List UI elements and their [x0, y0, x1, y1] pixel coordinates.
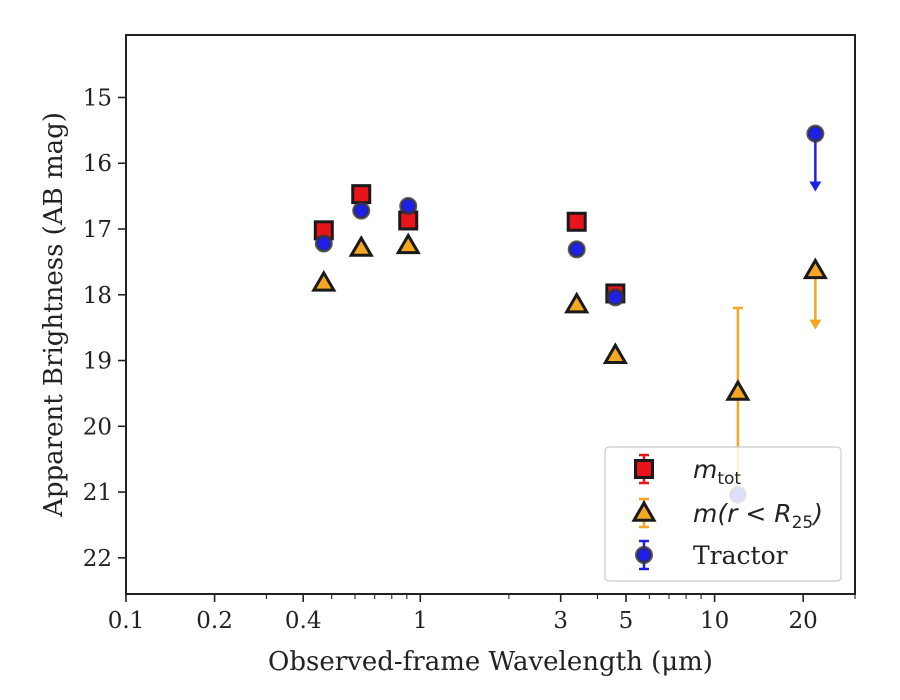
x-tick-label: 0.4 — [285, 608, 322, 634]
x-tick-label: 5 — [619, 608, 634, 634]
triangle-marker — [802, 257, 828, 280]
triangle-marker — [725, 379, 751, 401]
x-tick-label: 20 — [789, 608, 818, 634]
triangle-marker — [564, 291, 590, 314]
x-tick-label: 0.1 — [108, 608, 145, 634]
y-tick-label: 17 — [83, 217, 112, 243]
y-tick-label: 16 — [83, 151, 112, 177]
x-axis-label: Observed-frame Wavelength (μm) — [268, 647, 713, 677]
legend-label-tractor: Tractor — [693, 541, 788, 570]
plot-marks — [311, 124, 828, 504]
y-axis-label: Apparent Brightness (AB mag) — [39, 112, 69, 518]
circle-marker — [399, 196, 418, 215]
x-tick-label: 1 — [413, 608, 428, 634]
legend-label-mtot: mtot — [693, 455, 741, 489]
circle-marker — [314, 234, 333, 253]
square-marker — [351, 184, 372, 205]
square-marker — [566, 211, 587, 232]
plot-frame — [125, 34, 856, 595]
x-tick-label: 0.2 — [196, 608, 233, 634]
legend: mtot m(r < R25) Tractor — [604, 446, 842, 582]
circle-marker — [567, 240, 586, 259]
legend-triangle-marker — [631, 500, 657, 522]
triangle-marker — [395, 232, 421, 255]
upper-limit-arrow-head — [809, 319, 822, 330]
legend-square-marker — [634, 459, 654, 479]
legend-circle-marker — [635, 546, 653, 564]
y-tick-label: 21 — [83, 480, 112, 506]
y-tick-label: 15 — [83, 85, 112, 111]
legend-box — [604, 446, 842, 582]
circle-marker — [806, 124, 825, 143]
x-tick-label: 10 — [700, 608, 729, 634]
y-tick-label: 19 — [83, 349, 112, 375]
y-tick-label: 20 — [83, 414, 112, 440]
upper-limit-arrow-head — [809, 181, 822, 192]
triangle-marker — [348, 235, 374, 257]
triangle-marker — [602, 342, 628, 364]
legend-label-mr: m(r < R25) — [693, 499, 823, 533]
circle-marker — [352, 201, 371, 220]
x-tick-label: 3 — [553, 608, 568, 634]
y-tick-label: 22 — [83, 546, 112, 572]
triangle-marker — [311, 269, 337, 292]
axes: 0.1 0.2 0.4 1 3 5 10 20 15 16 17 18 19 20 21 22 Observed… — [39, 34, 856, 677]
y-tick-label: 18 — [83, 283, 112, 309]
circle-marker — [606, 288, 625, 307]
